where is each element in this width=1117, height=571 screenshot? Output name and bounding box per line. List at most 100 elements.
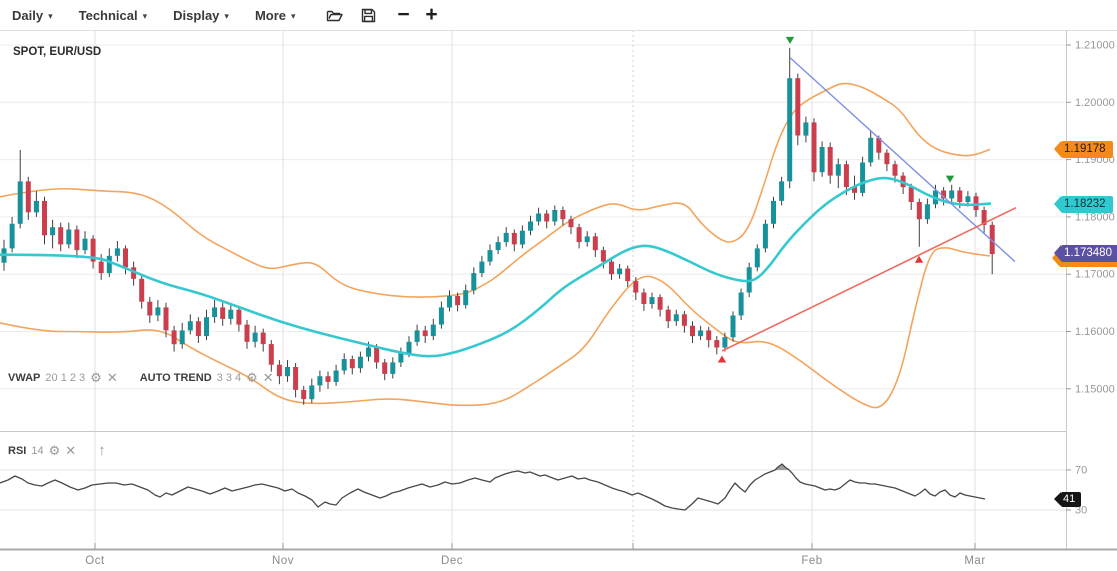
close-icon[interactable]: ✕ xyxy=(106,370,118,385)
time-axis[interactable]: Oct Nov Dec Feb Mar xyxy=(85,543,985,567)
sell-signal-marker xyxy=(785,36,795,44)
zoom-out-icon[interactable]: − xyxy=(397,3,410,26)
chevron-down-icon: ▾ xyxy=(48,10,53,21)
candle-body xyxy=(576,227,582,243)
candle-body xyxy=(989,224,995,255)
open-folder-icon[interactable] xyxy=(320,0,350,30)
candle-body xyxy=(90,238,96,262)
candle-body xyxy=(301,389,307,400)
auto-trend-params: 3 3 4 xyxy=(216,371,242,384)
candle-body xyxy=(123,248,128,268)
candle-body xyxy=(268,344,274,365)
candle-body xyxy=(406,341,412,354)
move-pane-up-icon[interactable]: ↑ xyxy=(98,442,106,459)
candles-layer xyxy=(1,47,995,405)
candle-body xyxy=(463,290,469,306)
candle-body xyxy=(609,261,614,275)
candle-body xyxy=(852,187,857,193)
candle-body xyxy=(236,309,242,325)
candle-body xyxy=(357,356,363,369)
candle-body xyxy=(139,278,145,302)
candle-body xyxy=(33,200,39,213)
candle-body xyxy=(584,236,590,243)
candle-body xyxy=(868,137,874,163)
candle-body xyxy=(665,309,671,322)
candle-body xyxy=(811,122,817,173)
candle-body xyxy=(244,324,250,342)
candle-body xyxy=(163,307,169,331)
upper-band-price-badge: 1.19178 xyxy=(1054,141,1113,158)
price-tick-label: 1.17000 xyxy=(1075,269,1115,281)
menu-daily[interactable]: Daily ▾ xyxy=(0,0,67,30)
month-tick-label: Mar xyxy=(964,555,985,567)
candle-body xyxy=(390,362,396,374)
save-icon[interactable] xyxy=(354,0,384,30)
candle-body xyxy=(17,181,23,224)
candle-body xyxy=(762,223,768,249)
candle-body xyxy=(74,229,80,251)
gear-icon[interactable]: ⚙ xyxy=(90,370,102,385)
price-axis[interactable]: 1.210001.200001.190001.180001.170001.160… xyxy=(1066,40,1115,517)
candle-body xyxy=(536,213,542,222)
candle-body xyxy=(941,190,947,199)
candle-body xyxy=(973,196,979,211)
candle-body xyxy=(600,250,606,262)
month-tick-label: Oct xyxy=(85,555,105,567)
candle-body xyxy=(924,204,930,220)
gear-icon[interactable]: ⚙ xyxy=(48,443,61,458)
candle-body xyxy=(552,210,558,222)
candle-body xyxy=(495,242,501,251)
gear-icon[interactable]: ⚙ xyxy=(246,370,258,385)
close-icon[interactable]: ✕ xyxy=(65,443,77,458)
rsi-value-badge: 41 xyxy=(1053,492,1082,507)
chevron-down-icon: ▾ xyxy=(224,10,229,21)
auto-trend-up-line[interactable] xyxy=(721,206,1017,352)
candle-body xyxy=(771,200,776,224)
candle-body xyxy=(681,314,687,326)
sell-signal-marker xyxy=(945,175,955,183)
candle-body xyxy=(455,296,461,306)
candle-body xyxy=(479,261,485,274)
buy-signal-marker xyxy=(914,255,924,263)
menu-technical[interactable]: Technical ▾ xyxy=(67,0,162,30)
candle-body xyxy=(50,227,56,236)
candle-body xyxy=(276,364,282,377)
auto-trend-down-line[interactable] xyxy=(789,57,1016,263)
candle-body xyxy=(560,210,566,220)
price-tick-label: 1.20000 xyxy=(1075,97,1115,109)
chevron-down-icon: ▾ xyxy=(142,10,148,21)
candle-body xyxy=(66,229,72,245)
bollinger-lower-line xyxy=(0,247,991,409)
rsi-params: 14 xyxy=(31,444,44,457)
menu-more[interactable]: More ▾ xyxy=(243,0,310,30)
candle-body xyxy=(730,315,736,338)
menu-daily-label: Daily xyxy=(12,7,44,23)
rsi-panel[interactable] xyxy=(0,463,986,511)
price-tick-label: 1.18000 xyxy=(1075,211,1115,223)
candle-body xyxy=(220,307,226,319)
candle-body xyxy=(625,268,631,282)
menu-display[interactable]: Display ▾ xyxy=(161,0,243,30)
candle-body xyxy=(187,321,193,331)
candle-body xyxy=(884,152,890,165)
candle-body xyxy=(260,332,266,345)
candle-body xyxy=(317,376,323,386)
candle-body xyxy=(617,268,623,275)
close-icon[interactable]: ✕ xyxy=(262,370,274,385)
candle-body xyxy=(58,227,64,245)
candle-body xyxy=(252,332,258,342)
candle-body xyxy=(366,347,371,357)
candle-body xyxy=(568,219,574,228)
candle-body xyxy=(860,162,866,193)
candle-body xyxy=(147,301,153,316)
price-panel[interactable] xyxy=(0,36,1017,409)
menu-more-label: More xyxy=(254,7,286,23)
candle-body xyxy=(592,236,598,251)
rsi-legend: RSI 14 ⚙ ✕ ↑ xyxy=(8,443,106,458)
candle-body xyxy=(293,367,299,390)
candle-body xyxy=(82,238,88,251)
candle-body xyxy=(447,296,452,308)
zoom-in-icon[interactable]: + xyxy=(425,3,438,26)
